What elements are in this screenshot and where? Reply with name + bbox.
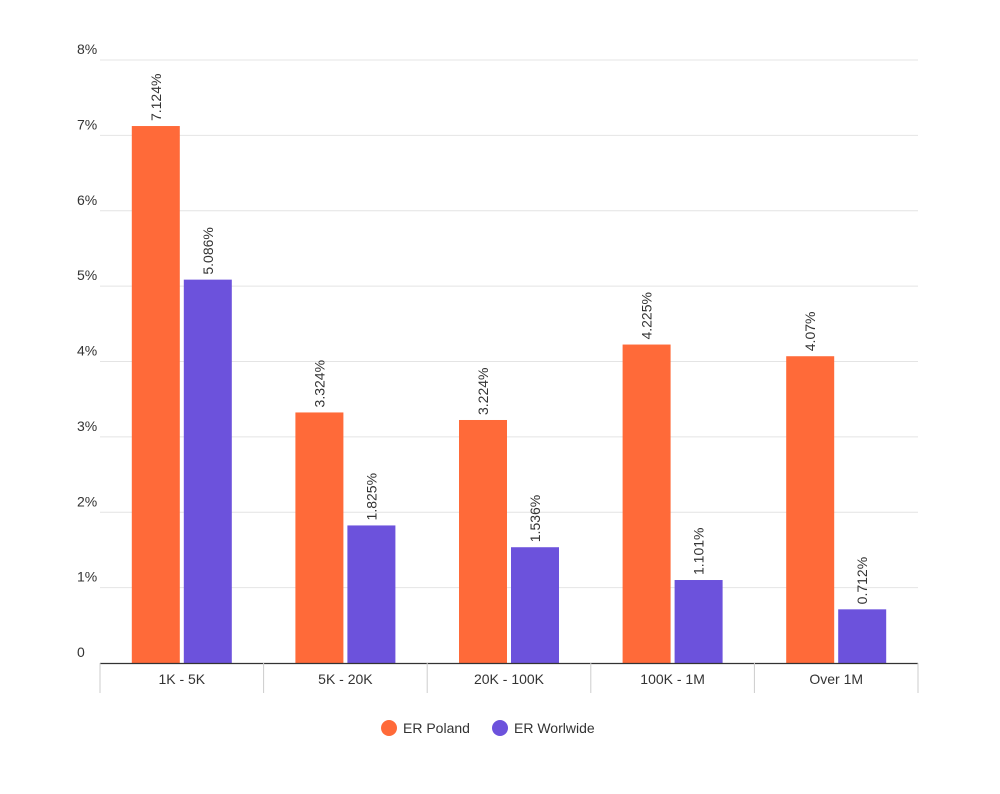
y-axis-ticks: 0 1% 2% 3% 4% 5% 6% 7% 8% <box>77 41 97 660</box>
data-label: 1.101% <box>691 528 707 575</box>
y-tick-label: 8% <box>77 41 97 57</box>
bars <box>131 126 887 663</box>
y-tick-label: 2% <box>77 493 97 509</box>
bar-er-poland[interactable] <box>786 356 835 663</box>
y-tick-label: 3% <box>77 418 97 434</box>
data-label: 1.536% <box>527 495 543 542</box>
legend-label[interactable]: ER Worlwide <box>514 720 595 736</box>
x-category-label: 100K - 1M <box>640 671 705 687</box>
bar-er-poland[interactable] <box>295 412 344 663</box>
data-label: 4.07% <box>802 312 818 352</box>
y-tick-label: 6% <box>77 192 97 208</box>
data-label: 3.324% <box>311 360 327 407</box>
legend-label[interactable]: ER Poland <box>403 720 470 736</box>
y-tick-label: 7% <box>77 116 97 132</box>
x-category-label: 5K - 20K <box>318 671 373 687</box>
gridlines <box>100 59 918 589</box>
data-labels: 7.124% 5.086% 3.324% 1.825% 3.224% 1.536% 4.22… <box>148 74 870 605</box>
data-label: 0.712% <box>854 557 870 604</box>
x-category-label: Over 1M <box>809 671 863 687</box>
data-label: 7.124% <box>148 74 164 121</box>
x-category-label: 1K - 5K <box>158 671 205 687</box>
bar-er-worldwide[interactable] <box>674 580 723 663</box>
bar-er-poland[interactable] <box>622 344 671 663</box>
bar-er-worldwide[interactable] <box>511 547 559 663</box>
legend-swatch <box>492 720 508 736</box>
data-label: 3.224% <box>475 368 491 415</box>
data-label: 4.225% <box>639 292 655 339</box>
bar-er-worldwide[interactable] <box>183 279 232 663</box>
data-label: 5.086% <box>200 227 216 274</box>
legend-swatch <box>381 720 397 736</box>
data-label: 1.825% <box>363 473 379 520</box>
bar-er-poland[interactable] <box>131 126 180 663</box>
y-tick-label: 0 <box>77 644 85 660</box>
bar-er-poland[interactable] <box>459 419 507 663</box>
y-tick-label: 5% <box>77 267 97 283</box>
x-category-label: 20K - 100K <box>474 671 545 687</box>
bar-er-worldwide[interactable] <box>347 525 396 663</box>
y-tick-label: 1% <box>77 569 97 585</box>
y-tick-label: 4% <box>77 343 97 359</box>
legend: ER Poland ER Worlwide <box>381 720 595 736</box>
bar-er-worldwide[interactable] <box>838 609 887 663</box>
x-axis: 1K - 5K 5K - 20K 20K - 100K 100K - 1M Over 1… <box>99 662 919 693</box>
